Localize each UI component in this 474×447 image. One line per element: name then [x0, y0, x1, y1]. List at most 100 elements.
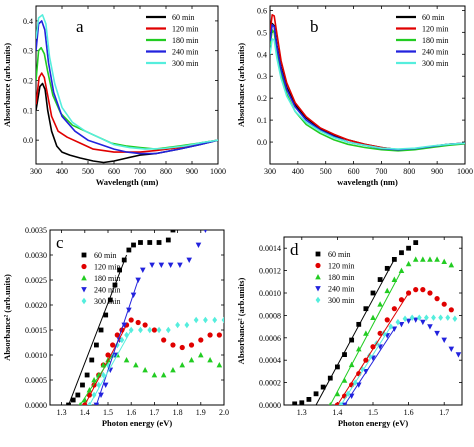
- panel-d-data-point: [427, 324, 433, 330]
- panel-c-y-tick-label: 0.0005: [25, 376, 47, 385]
- panel-a-legend-label: 180 min: [172, 36, 198, 45]
- panel-a-x-tick-label: 1000: [210, 167, 226, 176]
- panel-a-x-tick-label: 300: [30, 167, 42, 176]
- panel-c-data-point: [193, 316, 199, 324]
- panel-a-y-tick-label: 0.3: [23, 47, 33, 56]
- panel-d-data-point: [370, 344, 376, 350]
- panel-d-x-axis-title: Photon energy (eV): [338, 418, 409, 428]
- panel-d-frame: [283, 236, 463, 406]
- panel-a-series-line: [36, 14, 218, 150]
- panel-c-data-point: [156, 240, 162, 245]
- panel-d-data-point: [395, 318, 401, 326]
- panel-c-data-point: [203, 230, 207, 233]
- panel-c-data-point: [195, 242, 202, 248]
- panel-d-data-point: [292, 401, 298, 405]
- panel-a-plot-area: [36, 14, 218, 164]
- panel-d-data-point: [377, 301, 383, 307]
- panel-c-data-point: [140, 267, 146, 273]
- panel-c-data-point: [170, 367, 176, 373]
- panel-c-data-point: [184, 321, 190, 329]
- panel-c-x-tick-label: 1.3: [57, 408, 67, 417]
- panel-d-data-point: [398, 297, 405, 303]
- panel-d-letter: d: [290, 240, 299, 259]
- panel-d-data-point: [448, 262, 455, 268]
- panel-c-data-point: [198, 352, 204, 358]
- panel-a-x-tick-label: 700: [134, 167, 146, 176]
- panel-d-legend-marker: [315, 274, 321, 280]
- panel-c-fit-line: [68, 254, 128, 405]
- panel-d-data-point: [441, 301, 447, 307]
- panel-c-data-point: [138, 240, 143, 245]
- panel-a-x-tick-label: 400: [56, 167, 68, 176]
- panel-d-data-point: [424, 314, 429, 321]
- panel-c-data-point: [70, 397, 76, 403]
- panel-c-data-point: [158, 262, 165, 268]
- panel-c-data-point: [179, 362, 186, 368]
- panel-c-data-point: [105, 352, 111, 358]
- panel-b-y-tick-label: 0.5: [257, 28, 267, 37]
- panel-c-data-point: [119, 336, 125, 344]
- panel-c-fit-line: [95, 279, 139, 405]
- panel-d-data-point: [438, 314, 444, 321]
- panel-c-letter: c: [56, 233, 64, 252]
- panel-d-data-point: [420, 287, 426, 293]
- panel-c-data-point: [128, 317, 134, 323]
- panel-d-data-point: [370, 290, 376, 296]
- panel-b-legend-label: 300 min: [422, 59, 448, 68]
- panel-c-data-point: [107, 297, 113, 303]
- panel-a-legend-label: 120 min: [172, 25, 198, 34]
- panel-c-data-point: [126, 307, 132, 313]
- panel-d-x-tick-label: 1.5: [368, 408, 378, 417]
- panel-b-x-tick-label: 500: [320, 167, 332, 176]
- panel-c-y-tick-label: 0.0035: [25, 226, 47, 235]
- panel-a-series-line: [36, 20, 218, 155]
- panel-a: 300 400 500 600 700 800 900 1000 0.0 0.1 0.2 0.3 0.4…: [2, 5, 226, 187]
- panel-d-data-point: [412, 317, 419, 323]
- panel-b-x-tick-label: 800: [403, 167, 415, 176]
- panel-d-data-point: [320, 384, 326, 390]
- panel-c-data-point: [151, 327, 157, 333]
- panel-c-y-tick-label: 0.0000: [25, 401, 47, 410]
- panel-d-x-tick-label: 1.6: [404, 408, 414, 417]
- panel-c-legend-label: 120 min: [94, 263, 120, 272]
- panel-d-fit-line: [329, 270, 402, 405]
- panel-d-y-axis-title: Absorbance² (arb.units): [236, 278, 246, 365]
- panel-d-data-point: [420, 256, 426, 262]
- panel-d-y-tick-label: 0.0008: [259, 311, 281, 320]
- panel-c-data-point: [138, 326, 143, 334]
- panel-d-y-tick-label: 0.0012: [259, 267, 281, 276]
- panel-a-y-tick-label: 0.2: [23, 77, 33, 86]
- panel-a-x-axis-title: Wavelength (nm): [96, 177, 159, 187]
- panel-c-data-point: [165, 237, 171, 243]
- panel-c-data-point: [117, 267, 122, 273]
- panel-c-data-point: [198, 337, 204, 343]
- panel-d-legend-label: 60 min: [328, 250, 350, 259]
- panel-d-data-point: [448, 307, 454, 313]
- panel-d-legend-marker: [315, 262, 321, 269]
- panel-d-data-point: [349, 337, 355, 343]
- panel-a-y-tick-label: 0.1: [23, 106, 33, 115]
- panel-c-x-tick-label: 1.4: [80, 408, 90, 417]
- panel-b-letter: b: [310, 17, 319, 36]
- panel-c-data-point: [161, 337, 167, 343]
- panel-b-legend-label: 120 min: [422, 25, 448, 34]
- panel-a-y-axis-title: Absorbance (arb.units): [2, 43, 12, 127]
- panel-c-legend-marker: [81, 252, 87, 258]
- panel-d-data-point: [391, 306, 397, 312]
- panel-c-data-point: [110, 342, 116, 348]
- panel-b-y-tick-label: 0.3: [257, 72, 267, 81]
- panel-d-data-point: [416, 314, 422, 321]
- panel-c-data-point: [149, 262, 155, 268]
- panel-c-data-point: [151, 372, 158, 378]
- panel-c-data-point: [91, 391, 97, 399]
- panel-b-y-tick-label: 0.6: [257, 6, 267, 15]
- panel-d-data-point: [405, 318, 412, 324]
- panel-c-legend-label: 300 min: [94, 297, 120, 306]
- panel-c-data-point: [170, 230, 176, 233]
- panel-b-plot-area: [270, 14, 465, 152]
- panel-a-series-line: [36, 72, 218, 153]
- panel-d-data-point: [406, 245, 411, 251]
- panel-d-data-point: [348, 393, 355, 400]
- panel-d-fit-line: [340, 326, 392, 405]
- panel-c-data-point: [207, 332, 213, 338]
